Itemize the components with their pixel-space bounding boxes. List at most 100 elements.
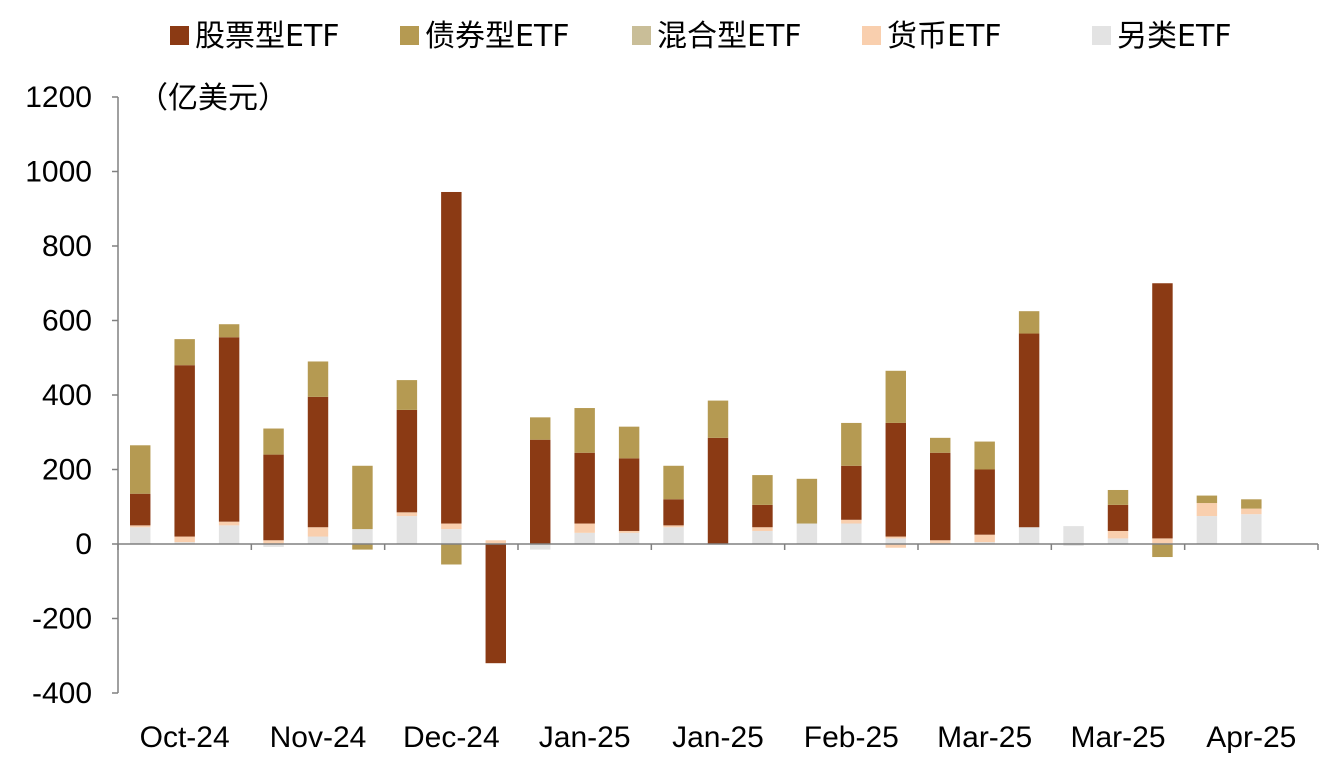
y-tick-label: 600: [42, 305, 92, 338]
bar-segment: [885, 422, 906, 537]
bar-segment: [1107, 504, 1129, 531]
bar-segment: [574, 408, 595, 453]
bar-segment: [218, 525, 240, 544]
bar-segment: [530, 544, 551, 550]
bar-stack: [1018, 311, 1040, 544]
bar-stack: [307, 361, 329, 544]
bar-segment: [885, 536, 906, 539]
bar-segment: [974, 469, 995, 535]
legend-swatch: [1092, 26, 1111, 45]
x-tick-label: Feb-25: [804, 721, 899, 754]
bar-segment: [174, 536, 195, 543]
bar-segment: [1196, 516, 1218, 544]
bar-segment: [396, 409, 418, 513]
x-tick-label: Nov-24: [270, 721, 367, 754]
bar-segment: [307, 536, 329, 544]
bar-segment: [1196, 495, 1218, 504]
legend-swatch: [862, 26, 881, 45]
bar-segment: [796, 523, 818, 544]
bar-segment: [530, 417, 551, 440]
legend-item: 股票型ETF: [170, 19, 340, 54]
legend-label: 另类ETF: [1117, 19, 1232, 54]
bar-segment: [618, 532, 640, 544]
y-tick-label: 800: [42, 230, 92, 263]
bar-segment: [841, 465, 862, 520]
bar-stack: [707, 400, 729, 544]
bar-segment: [574, 452, 595, 524]
bar-segment: [130, 445, 151, 494]
legend-label: 债券型ETF: [425, 19, 570, 54]
bar-segment: [752, 527, 773, 531]
bar-segment: [396, 380, 418, 410]
y-tick-label: 0: [75, 528, 92, 561]
bar-segment: [752, 504, 773, 528]
bar-segment: [1152, 283, 1173, 539]
unit-label: （亿美元）: [138, 81, 288, 116]
bar-segment: [663, 525, 684, 528]
bar-segment: [485, 540, 506, 544]
bar-segment: [930, 540, 951, 544]
x-tick-label: Mar-25: [937, 721, 1032, 754]
bar-segment: [130, 493, 151, 526]
bar-segment: [663, 527, 684, 544]
bar-segment: [618, 426, 640, 459]
legend-item: 另类ETF: [1092, 19, 1232, 54]
legend-swatch: [632, 26, 651, 45]
bar-stack: [796, 478, 818, 544]
bar-segment: [707, 400, 729, 438]
bar-segment: [441, 191, 462, 524]
legend-label: 股票型ETF: [195, 19, 340, 54]
legend-item: 货币ETF: [862, 19, 1002, 54]
bar-segment: [974, 441, 995, 470]
y-tick-label: 1000: [25, 156, 92, 189]
bar-segment: [263, 428, 284, 455]
bar-stack: [885, 370, 906, 548]
bar-stack: [263, 428, 284, 547]
bar-segment: [885, 538, 906, 544]
bar-stack: [218, 324, 240, 544]
bar-segment: [974, 534, 995, 543]
bar-stack: [352, 465, 373, 550]
bar-segment: [218, 521, 240, 526]
legend-swatch: [400, 26, 419, 45]
bar-segment: [307, 396, 329, 528]
x-tick-label: Jan-25: [539, 721, 631, 754]
y-axis: -400 -200 0 200 400 600 800 1000 1200: [25, 81, 119, 710]
bar-stack: [752, 475, 773, 544]
bar-segment: [174, 339, 195, 366]
bar-segment: [752, 530, 773, 544]
bar-segment: [485, 544, 506, 664]
bar-stack: [441, 191, 462, 565]
bar-segment: [841, 519, 862, 524]
bar-segment: [1241, 508, 1262, 515]
y-tick-label: -200: [32, 603, 92, 636]
bar-segment: [441, 544, 462, 565]
y-tick-label: 200: [42, 454, 92, 487]
bar-segment: [1152, 544, 1173, 558]
y-tick-label: 400: [42, 379, 92, 412]
bar-segment: [396, 512, 418, 517]
bar-segment: [574, 523, 595, 533]
bar-segment: [1196, 503, 1218, 517]
bar-stack: [663, 465, 684, 544]
x-axis: Oct-24 Nov-24 Dec-24 Jan-25 Jan-25 Feb-25 Mar-…: [117, 543, 1319, 754]
bar-segment: [1107, 489, 1129, 505]
bar-segment: [130, 525, 151, 528]
bar-segment: [174, 542, 195, 544]
bar-stack: [1063, 526, 1084, 546]
bar-segment: [663, 465, 684, 500]
bar-segment: [663, 499, 684, 526]
bar-segment: [307, 527, 329, 537]
bar-segment: [396, 516, 418, 544]
bar-segment: [930, 452, 951, 541]
x-tick-label: Mar-25: [1070, 721, 1165, 754]
bar-segment: [1018, 333, 1040, 528]
bar-segment: [530, 439, 551, 544]
x-tick-label: Jan-25: [672, 721, 764, 754]
bar-segment: [130, 527, 151, 544]
y-tick-label: -400: [32, 677, 92, 710]
bar-segment: [885, 370, 906, 423]
bar-segment: [841, 523, 862, 544]
bar-segment: [307, 361, 329, 397]
